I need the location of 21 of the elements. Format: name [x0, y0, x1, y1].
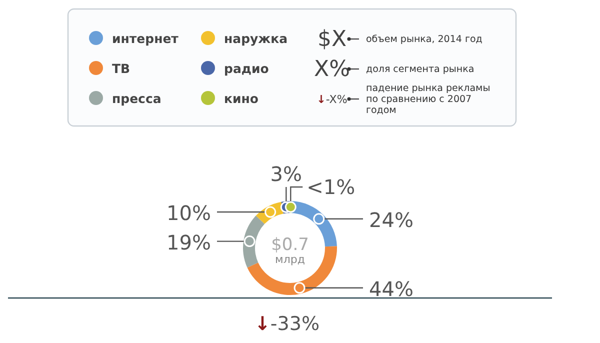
legend-label: радио — [224, 61, 270, 76]
data-label: 3% — [270, 162, 302, 186]
text: млрд — [275, 253, 306, 266]
text: объем рынка, 2014 год — [366, 34, 483, 45]
legend-label: пресса — [112, 91, 162, 106]
legend-label: интернет — [112, 31, 180, 46]
text: $0.7 — [271, 235, 309, 255]
data-label: 10% — [166, 201, 211, 226]
data-label: 19% — [166, 230, 211, 254]
data-label: <1% — [306, 175, 356, 199]
legend-label: ТВ — [112, 61, 130, 76]
text: падение рынка рекламы по сравнению с 2007 годом — [366, 83, 490, 116]
text: доля сегмента рынка — [366, 64, 474, 75]
data-label: 44% — [369, 276, 414, 301]
legend-label: кино — [224, 91, 259, 106]
text: ↓-X% — [316, 93, 348, 106]
text: $X — [317, 27, 347, 52]
data-label: 24% — [369, 208, 414, 232]
text: ↓-33% — [254, 313, 320, 335]
legend-label: наружка — [224, 31, 288, 46]
text: X% — [314, 57, 350, 82]
